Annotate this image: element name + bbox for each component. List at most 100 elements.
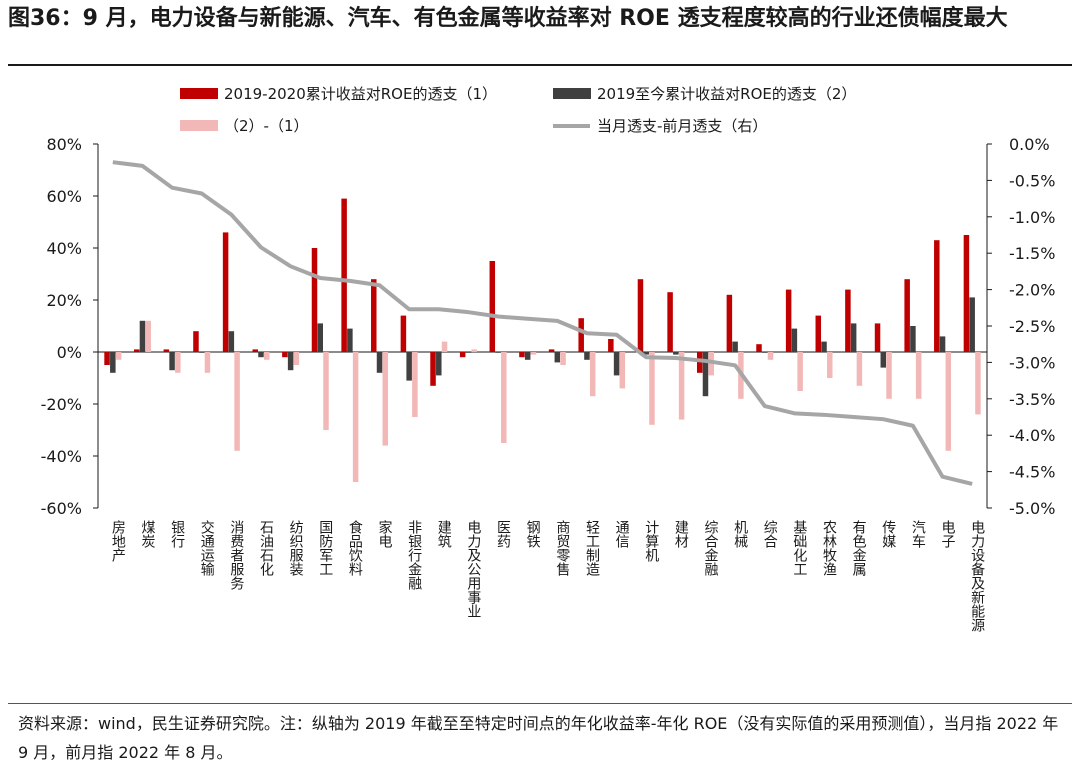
bar-series-3-石油石化 (263, 352, 270, 360)
bar-series-2-建材 (673, 352, 679, 355)
bar-series-3-食品饮料 (352, 352, 359, 482)
source-note: 资料来源：wind，民生证券研究院。注：纵轴为 2019 年截至至特定时间点的年… (18, 714, 1059, 762)
bar-series-1-消费者服务 (222, 232, 229, 352)
bar-series-3-基础化工 (797, 352, 803, 391)
x-category-label: 电子 (940, 520, 956, 548)
bar-series-3-房地产 (115, 352, 122, 360)
x-category-label: 电力及公用事业 (465, 520, 481, 618)
legend-label-series-3: （2）-（1） (224, 117, 309, 135)
left-tick-label: 80% (46, 135, 82, 154)
right-tick-label: -1.5% (1009, 244, 1055, 263)
x-category-label: 消费者服务 (228, 520, 244, 590)
bar-series-2-石油石化 (258, 352, 264, 358)
right-tick-label: -1.0% (1009, 208, 1055, 227)
bar-series-3-轻工制造 (589, 352, 596, 397)
left-tick-label: 20% (46, 291, 82, 310)
bar-series-1-电力设备及新能源 (963, 235, 970, 352)
source-divider (8, 703, 1072, 704)
bar-series-2-医药 (495, 352, 501, 353)
bar-series-1-农林牧渔 (815, 315, 822, 352)
bar-series-3-消费者服务 (234, 352, 240, 451)
x-category-label: 传媒 (880, 520, 896, 548)
bar-series-3-汽车 (915, 352, 922, 399)
bar-series-1-计算机 (637, 279, 644, 352)
combo-bar-line-chart: 2019-2020累计收益对ROE的透支（1） 2019至今累计收益对ROE的透支… (41, 85, 1056, 632)
bar-series-2-纺织服装 (287, 352, 294, 371)
x-category-label: 非银行金融 (406, 520, 422, 590)
x-category-label: 综合 (762, 520, 778, 548)
right-tick-label: -2.0% (1009, 281, 1055, 300)
bar-series-1-食品饮料 (341, 198, 347, 352)
chart-area: 2019-2020累计收益对ROE的透支（1） 2019至今累计收益对ROE的透支… (0, 66, 1080, 698)
title-divider (8, 64, 1072, 66)
bar-series-3-商贸零售 (560, 352, 566, 365)
bar-series-2-通信 (613, 352, 620, 376)
bar-series-3-国防军工 (323, 352, 329, 430)
bar-series-1-传媒 (874, 323, 881, 352)
bar-series-3-计算机 (649, 352, 655, 425)
x-category-label: 汽车 (910, 520, 926, 548)
bar-series-2-电子 (939, 336, 946, 352)
right-tick-label: -4.5% (1009, 463, 1055, 482)
left-tick-label: -20% (41, 395, 82, 414)
x-category-label: 银行 (169, 520, 185, 549)
left-tick-label: 40% (46, 239, 82, 258)
bar-series-1-纺织服装 (282, 352, 288, 358)
bar-series-2-商贸零售 (554, 352, 561, 363)
left-tick-label: 0% (57, 343, 82, 362)
bar-series-3-纺织服装 (293, 352, 300, 365)
bar-series-2-电力设备及新能源 (969, 297, 975, 352)
bar-series-1-综合 (756, 344, 762, 352)
x-category-label: 家电 (377, 519, 393, 548)
bar-series-2-非银行金融 (406, 352, 412, 381)
bar-series-1-基础化工 (785, 289, 792, 352)
x-category-label: 通信 (614, 520, 630, 548)
x-category-label: 医药 (495, 520, 511, 548)
bar-series-2-交通运输 (198, 352, 205, 353)
bar-series-1-钢铁 (519, 352, 525, 358)
bar-series-1-机械 (726, 294, 733, 352)
x-category-label: 机械 (732, 520, 748, 548)
bar-series-3-银行 (175, 352, 181, 373)
bar-series-1-轻工制造 (578, 318, 584, 352)
right-tick-label: -5.0% (1009, 499, 1055, 518)
bar-series-1-银行 (163, 349, 170, 352)
bar-series-1-建材 (667, 292, 673, 352)
bar-series-1-综合金融 (696, 352, 703, 373)
bar-series-2-基础化工 (791, 328, 798, 352)
left-tick-label: 60% (46, 187, 82, 206)
bar-series-3-通信 (619, 352, 626, 389)
x-category-label: 国防军工 (317, 520, 333, 576)
bar-series-3-农林牧渔 (827, 352, 833, 378)
x-category-label: 石油石化 (258, 520, 274, 577)
legend-swatch-series-3 (180, 120, 218, 131)
bar-series-1-煤炭 (133, 349, 140, 352)
x-category-label: 煤炭 (139, 520, 155, 548)
bar-series-1-建筑 (430, 352, 436, 386)
bar-series-3-煤炭 (145, 320, 151, 352)
bar-series-2-房地产 (110, 352, 116, 373)
bar-series-1-家电 (371, 279, 377, 352)
bar-series-2-汽车 (910, 326, 916, 352)
figure-title: 图36：9 月，电力设备与新能源、汽车、有色金属等收益率对 ROE 透支程度较高… (8, 6, 1008, 31)
x-category-label: 农林牧渔 (821, 520, 837, 576)
bar-series-1-石油石化 (252, 349, 258, 352)
x-category-label: 纺织服装 (288, 520, 304, 576)
bar-series-2-食品饮料 (347, 328, 353, 352)
bar-series-1-房地产 (104, 352, 110, 365)
legend-swatch-series-1 (180, 88, 218, 99)
legend-swatch-series-2 (553, 88, 591, 99)
x-category-label: 电力设备及新能源 (969, 520, 985, 632)
bar-series-1-电力及公用事业 (459, 352, 466, 358)
right-tick-label: -0.5% (1009, 171, 1055, 190)
bar-series-1-通信 (608, 339, 614, 352)
bar-series-3-有色金属 (856, 352, 863, 386)
bar-series-1-电子 (934, 240, 940, 352)
bar-series-1-国防军工 (311, 248, 318, 352)
bar-series-3-传媒 (886, 352, 892, 399)
bar-series-2-农林牧渔 (821, 341, 827, 352)
bar-series-1-商贸零售 (548, 349, 555, 352)
x-category-label: 基础化工 (791, 519, 807, 576)
x-category-label: 商贸零售 (554, 520, 570, 576)
bar-series-2-钢铁 (524, 352, 531, 360)
